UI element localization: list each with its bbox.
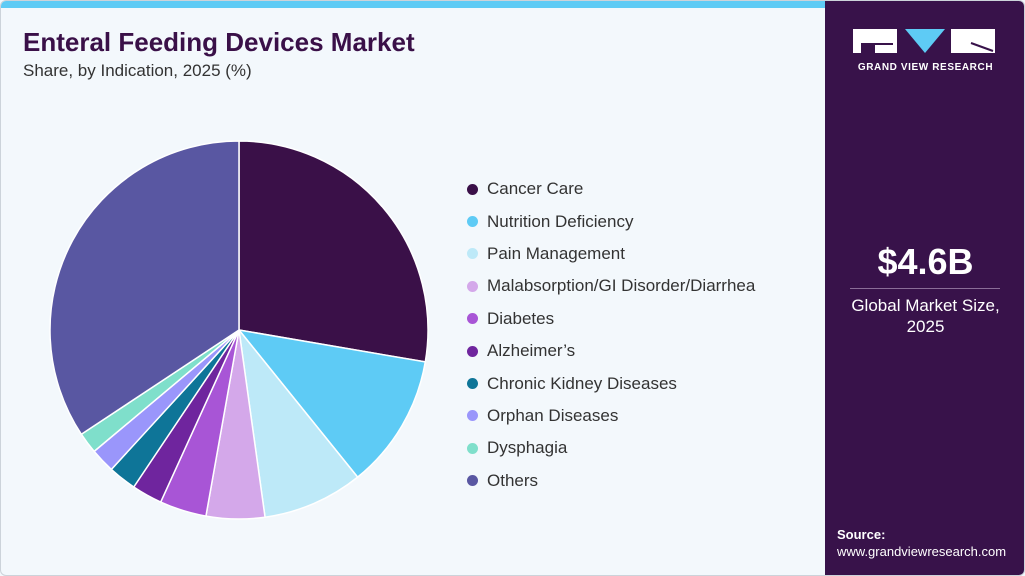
legend-swatch — [467, 280, 478, 292]
legend-item: Cancer Care — [467, 173, 755, 205]
legend-item: Orphan Diseases — [467, 400, 755, 432]
legend-label: Cancer Care — [487, 179, 584, 199]
divider — [850, 288, 1000, 289]
accent-bar — [1, 1, 825, 8]
legend: Cancer Care Nutrition Deficiency Pain Mana… — [467, 173, 755, 497]
legend-swatch — [467, 378, 478, 390]
legend-swatch — [467, 410, 478, 422]
market-size-value: $4.6B — [877, 241, 974, 282]
legend-swatch — [467, 345, 478, 357]
legend-item: Pain Management — [467, 238, 755, 270]
info-panel: GRAND VIEW RESEARCH $4.6B Global Market … — [825, 1, 1024, 575]
market-size-caption: Global Market Size, 2025 — [825, 295, 1024, 337]
grand-view-research-logo — [853, 29, 995, 53]
legend-swatch — [467, 216, 478, 228]
caption-line-1: Global Market Size, — [851, 296, 1000, 315]
legend-label: Alzheimer’s — [487, 341, 576, 361]
legend-swatch — [467, 248, 478, 260]
legend-swatch — [467, 313, 478, 325]
legend-item: Dysphagia — [467, 432, 755, 464]
legend-label: Nutrition Deficiency — [487, 211, 634, 231]
legend-label: Others — [487, 470, 539, 490]
legend-swatch — [467, 183, 478, 195]
legend-label: Orphan Diseases — [487, 405, 619, 425]
legend-item: Nutrition Deficiency — [467, 205, 755, 237]
legend-label: Chronic Kidney Diseases — [487, 373, 677, 393]
chart-title: Enteral Feeding Devices Market — [23, 27, 415, 57]
source-label: Source: — [837, 527, 886, 542]
pie-slice-pain-management — [237, 327, 359, 519]
pie-slice-cancer-care — [238, 140, 429, 363]
legend-label: Malabsorption/GI Disorder/Diarrhea — [487, 276, 756, 296]
legend-item: Others — [467, 465, 755, 497]
pie-slice-nutrition-deficiency — [237, 328, 427, 479]
legend-swatch — [467, 442, 478, 454]
pie-chart — [49, 140, 429, 520]
logo-text: GRAND VIEW RESEARCH — [857, 62, 994, 73]
chart-subtitle: Share, by Indication, 2025 (%) — [23, 61, 252, 80]
caption-line-2: 2025 — [906, 317, 945, 336]
source-url[interactable]: www.grandviewresearch.com — [837, 544, 1007, 559]
legend-label: Dysphagia — [487, 438, 568, 458]
legend-item: Alzheimer’s — [467, 335, 755, 367]
legend-label: Pain Management — [487, 243, 625, 263]
legend-swatch — [467, 475, 478, 487]
legend-item: Diabetes — [467, 303, 755, 335]
pie-slice-others — [49, 140, 240, 436]
legend-item: Chronic Kidney Diseases — [467, 367, 755, 399]
legend-item: Malabsorption/GI Disorder/Diarrhea — [467, 270, 755, 302]
legend-label: Diabetes — [487, 308, 555, 328]
